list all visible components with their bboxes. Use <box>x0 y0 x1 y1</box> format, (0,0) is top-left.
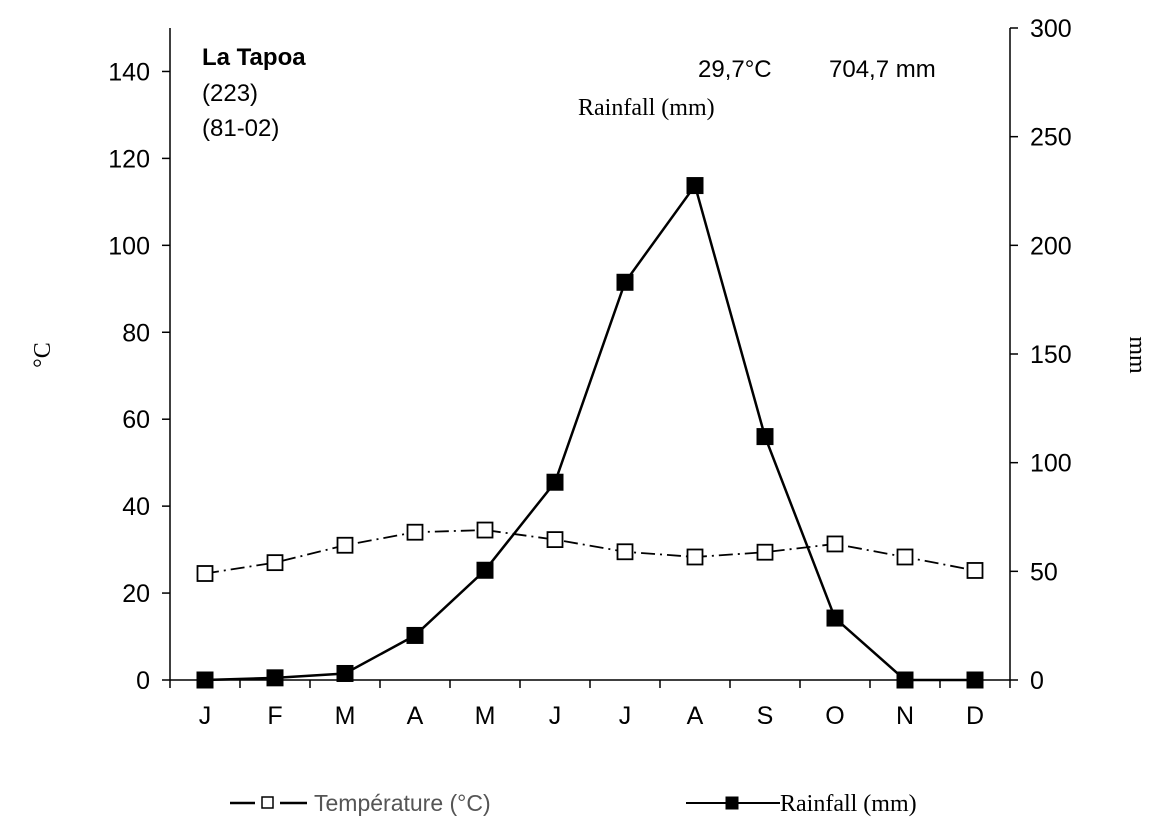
left-y-axis: 0 20 40 60 80 100 120 140 <box>108 58 170 695</box>
legend-temperature-label: Température (°C) <box>314 790 491 816</box>
x-axis-tick-label: J <box>619 702 632 730</box>
right-axis-tick-label: 300 <box>1030 15 1072 43</box>
x-axis-tick-label: O <box>825 702 844 730</box>
right-axis-tick-label: 100 <box>1030 450 1072 478</box>
left-axis-tick-label: 80 <box>122 319 150 347</box>
rainfall-point <box>966 671 984 689</box>
x-axis-tick-label: J <box>199 702 212 730</box>
station-code: (223) <box>202 80 258 107</box>
right-axis-tick-label: 50 <box>1030 558 1058 586</box>
legend: Température (°C) Rainfall (mm) <box>230 790 917 817</box>
station-name: La Tapoa <box>202 44 306 71</box>
rainfall-line <box>204 182 975 682</box>
x-axis-tick-label: F <box>267 702 282 730</box>
rainfall-point <box>826 609 844 627</box>
x-axis-tick-label: A <box>407 702 424 730</box>
legend-item-rainfall: Rainfall (mm) <box>686 791 917 817</box>
x-axis-tick-label: M <box>335 702 356 730</box>
temperature-point <box>546 531 564 549</box>
rainfall-point <box>756 428 774 446</box>
annual-temperature: 29,7°C <box>698 56 772 83</box>
legend-temperature-marker <box>261 796 274 809</box>
legend-rainfall-label: Rainfall (mm) <box>780 791 917 817</box>
temperature-point <box>966 562 984 579</box>
rainfall-point <box>616 273 634 291</box>
station-period: (81-02) <box>202 115 279 142</box>
temperature-point <box>266 554 284 572</box>
temperature-line <box>204 529 976 575</box>
rainfall-point <box>196 671 214 689</box>
x-axis-tick-label: S <box>757 702 774 730</box>
rainfall-point <box>266 669 284 687</box>
right-axis-tick-label: 0 <box>1030 667 1044 695</box>
left-axis-tick-label: 0 <box>136 667 150 695</box>
x-axis-tick-label: J <box>549 702 562 730</box>
temperature-point <box>616 543 634 561</box>
x-axis-tick-label: D <box>966 702 984 730</box>
plot-frame <box>169 28 1011 681</box>
legend-item-temperature: Température (°C) <box>230 790 491 816</box>
series-layer <box>196 177 984 689</box>
x-axis-tick-label: A <box>687 702 704 730</box>
left-axis-tick-label: 20 <box>122 580 150 608</box>
rainfall-caption: Rainfall (mm) <box>578 95 715 121</box>
temperature-series <box>196 521 984 582</box>
x-axis-tick-label: M <box>475 702 496 730</box>
temperature-point <box>336 536 354 554</box>
left-axis-tick-label: 60 <box>122 406 150 434</box>
right-axis-title: mm <box>1124 336 1150 374</box>
temperature-point <box>476 521 494 539</box>
temperature-point <box>756 543 774 561</box>
temperature-point <box>896 548 914 566</box>
right-y-axis: 0 50 100 150 200 250 300 <box>1010 15 1072 695</box>
right-axis-tick-label: 150 <box>1030 341 1072 369</box>
temperature-point <box>406 523 424 541</box>
rainfall-point <box>476 561 494 579</box>
rainfall-point <box>896 671 914 689</box>
rainfall-point <box>406 626 424 644</box>
rainfall-point <box>546 473 564 491</box>
left-axis-title: °C <box>30 342 56 368</box>
right-axis-tick-label: 250 <box>1030 124 1072 152</box>
x-axis-tick-label: N <box>896 702 914 730</box>
left-axis-tick-label: 100 <box>108 232 150 260</box>
annual-rainfall: 704,7 mm <box>829 56 936 83</box>
temperature-point <box>826 535 844 553</box>
left-axis-tick-label: 140 <box>108 58 150 86</box>
temperature-point <box>686 548 704 566</box>
left-axis-tick-label: 40 <box>122 493 150 521</box>
rainfall-point <box>336 664 354 682</box>
rainfall-point <box>686 177 704 195</box>
rainfall-series <box>196 177 984 689</box>
right-axis-tick-label: 200 <box>1030 232 1072 260</box>
left-axis-tick-label: 120 <box>108 145 150 173</box>
legend-rainfall-marker <box>725 796 739 810</box>
temperature-point <box>196 565 214 582</box>
